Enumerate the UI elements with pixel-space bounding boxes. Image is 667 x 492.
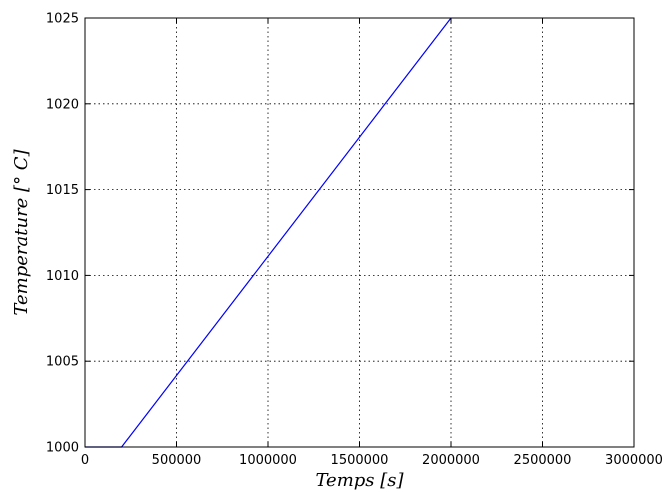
y-tick-label: 1000 [46, 441, 79, 456]
y-tick-label: 1010 [46, 269, 79, 284]
y-axis-label: Temperature [° C] [11, 148, 32, 315]
x-tick-label: 500000 [152, 453, 202, 468]
x-tick-label: 1000000 [239, 453, 297, 468]
x-tick-label: 1500000 [331, 453, 389, 468]
ticks [84, 17, 635, 448]
y-tick-label: 1020 [46, 97, 79, 112]
x-tick-label: 0 [81, 453, 89, 468]
x-tick-label: 3000000 [605, 453, 663, 468]
y-tick-label: 1005 [46, 355, 79, 370]
x-tick-label: 2000000 [422, 453, 480, 468]
y-tick-label: 1025 [46, 12, 79, 27]
x-tick-labels: 0 500000 1000000 1500000 2000000 2500000 30000… [81, 453, 663, 468]
y-tick-label: 1015 [46, 183, 79, 198]
x-tick-label: 2500000 [514, 453, 572, 468]
y-tick-labels: 1000 1005 1010 1015 1020 1025 [46, 12, 79, 456]
x-axis-label: Temps [s] [315, 470, 404, 491]
grid [85, 18, 634, 447]
